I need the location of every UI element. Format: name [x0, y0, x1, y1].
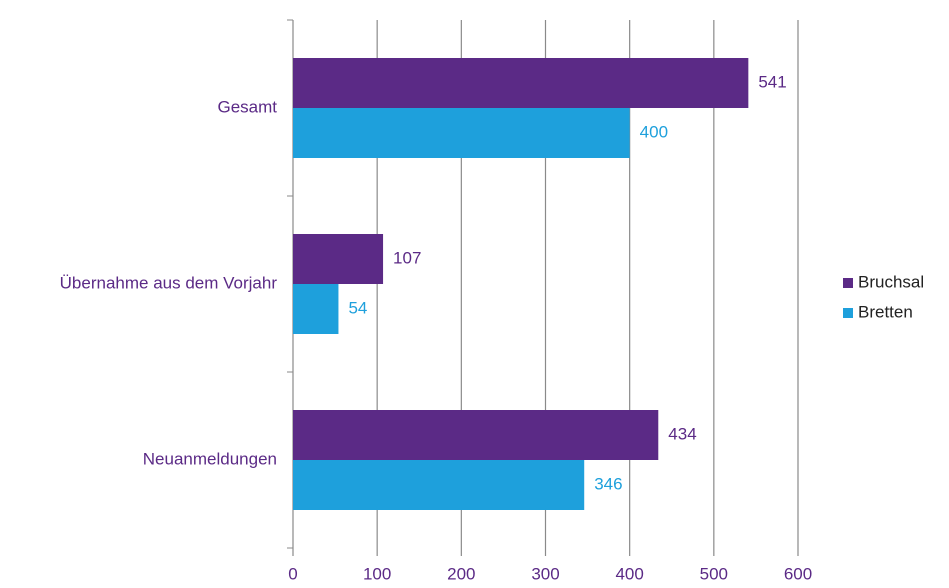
legend-label: Bretten — [858, 302, 913, 321]
bar — [293, 460, 585, 510]
y-tick-label: Gesamt — [217, 97, 277, 116]
data-label: 107 — [393, 248, 421, 267]
bar — [293, 58, 749, 108]
data-label: 346 — [594, 474, 622, 493]
bar — [293, 108, 630, 158]
x-tick-label: 500 — [700, 564, 728, 583]
data-label: 54 — [348, 298, 367, 317]
x-tick-label: 400 — [615, 564, 643, 583]
data-label: 541 — [758, 72, 786, 91]
bar — [293, 284, 339, 334]
data-label: 400 — [640, 122, 668, 141]
x-tick-label: 300 — [531, 564, 559, 583]
legend-swatch — [843, 278, 853, 288]
legend-swatch — [843, 308, 853, 318]
x-tick-label: 600 — [784, 564, 812, 583]
bar — [293, 234, 384, 284]
data-label: 434 — [668, 424, 696, 443]
bar — [293, 410, 659, 460]
legend-label: Bruchsal — [858, 272, 924, 291]
x-tick-label: 0 — [288, 564, 297, 583]
y-tick-label: Neuanmeldungen — [143, 449, 277, 468]
x-tick-label: 100 — [363, 564, 391, 583]
x-tick-label: 200 — [447, 564, 475, 583]
y-tick-label: Übernahme aus dem Vorjahr — [60, 273, 278, 292]
